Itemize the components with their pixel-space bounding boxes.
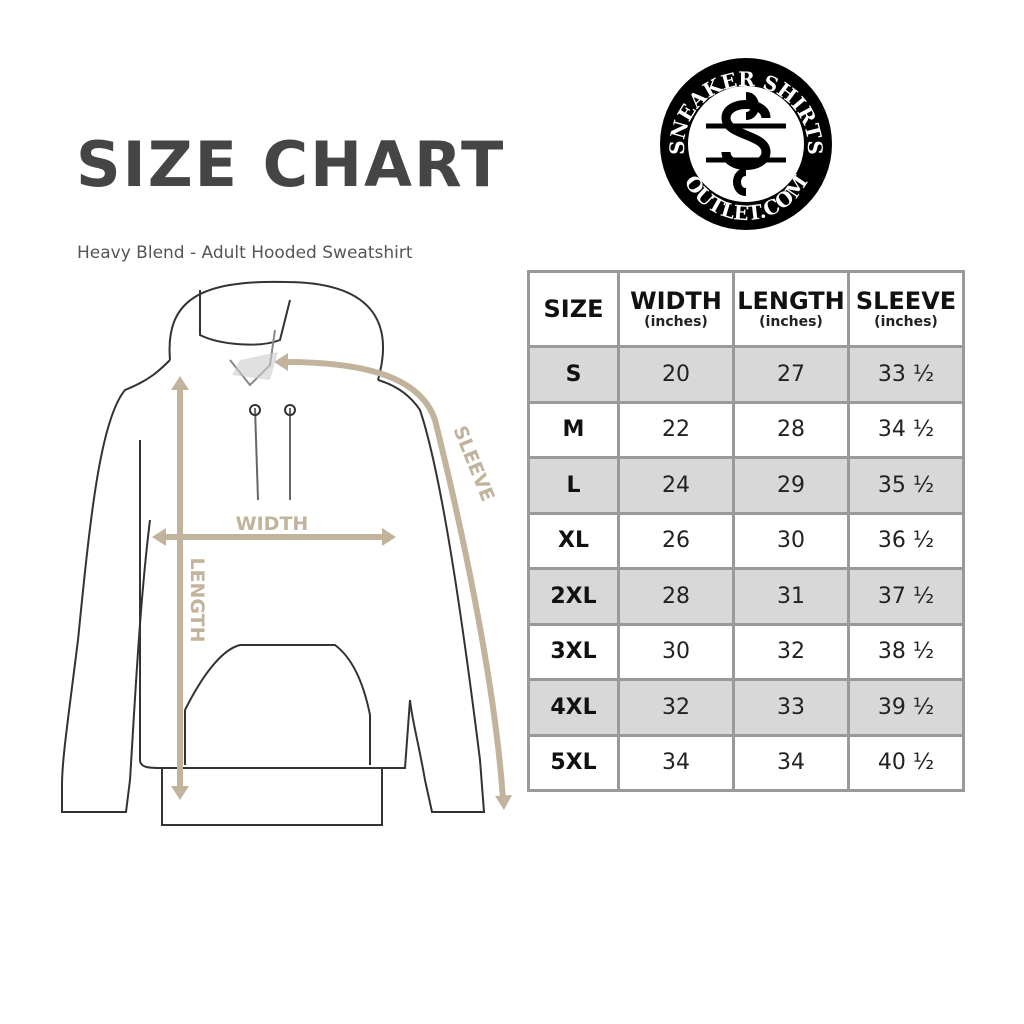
header-unit: (inches): [759, 314, 823, 330]
measurement-cell: 29: [732, 456, 850, 515]
monogram-icon: [706, 92, 786, 196]
measurement-cell: 30: [617, 622, 735, 681]
header-label: WIDTH: [630, 287, 722, 315]
size-cell: L: [527, 456, 620, 515]
measurement-cell: 36 ½: [847, 511, 965, 570]
measurement-cell: 35 ½: [847, 456, 965, 515]
measurement-cell: 27: [732, 345, 850, 404]
page-title: SIZE CHART: [76, 128, 506, 201]
header-unit: (inches): [874, 314, 938, 330]
header-label: LENGTH: [737, 287, 845, 315]
table-row: 4XL 32 33 39 ½: [527, 678, 965, 737]
size-cell: S: [527, 345, 620, 404]
measurement-cell: 34: [732, 733, 850, 792]
measurement-cell: 32: [732, 622, 850, 681]
measurement-cell: 28: [617, 567, 735, 626]
measurement-cell: 33: [732, 678, 850, 737]
measurement-cell: 32: [617, 678, 735, 737]
column-header-sleeve: SLEEVE (inches): [847, 270, 965, 348]
column-header-size: SIZE: [527, 270, 620, 348]
measurement-cell: 28: [732, 400, 850, 459]
table-row: M 22 28 34 ½: [527, 400, 965, 459]
length-label: LENGTH: [186, 557, 208, 642]
size-cell: 3XL: [527, 622, 620, 681]
measurement-cell: 40 ½: [847, 733, 965, 792]
header-unit: (inches): [644, 314, 708, 330]
measurement-cell: 38 ½: [847, 622, 965, 681]
table-body: S 20 27 33 ½ M 22 28 34 ½ L 24 29 35 ½ XL 26 30 36 ½ 2XL…: [527, 345, 965, 792]
header-label: SIZE: [543, 295, 604, 323]
table-row: L 24 29 35 ½: [527, 456, 965, 515]
table-row: 2XL 28 31 37 ½: [527, 567, 965, 626]
size-cell: XL: [527, 511, 620, 570]
width-label: WIDTH: [236, 513, 309, 535]
column-header-width: WIDTH (inches): [617, 270, 735, 348]
measurement-cell: 34: [617, 733, 735, 792]
hoodie-diagram: WIDTH LENGTH SLEEVE: [61, 280, 512, 826]
measurement-cell: 33 ½: [847, 345, 965, 404]
size-cell: M: [527, 400, 620, 459]
size-cell: 2XL: [527, 567, 620, 626]
table-row: 3XL 30 32 38 ½: [527, 622, 965, 681]
product-subtitle: Heavy Blend - Adult Hooded Sweatshirt: [77, 243, 413, 263]
measurement-cell: 22: [617, 400, 735, 459]
size-table: SIZE WIDTH (inches) LENGTH (inches) SLEEVE (in…: [527, 270, 965, 792]
size-cell: 4XL: [527, 678, 620, 737]
measurement-cell: 34 ½: [847, 400, 965, 459]
header-label: SLEEVE: [855, 287, 957, 315]
table-row: XL 26 30 36 ½: [527, 511, 965, 570]
table-header-row: SIZE WIDTH (inches) LENGTH (inches) SLEEVE (in…: [527, 270, 965, 348]
measurement-arrows: [152, 353, 512, 810]
sleeve-label: SLEEVE: [448, 423, 498, 505]
measurement-cell: 26: [617, 511, 735, 570]
measurement-cell: 30: [732, 511, 850, 570]
hoodie-outline: [61, 280, 486, 826]
measurement-cell: 31: [732, 567, 850, 626]
table-row: 5XL 34 34 40 ½: [527, 733, 965, 792]
size-cell: 5XL: [527, 733, 620, 792]
measurement-cell: 37 ½: [847, 567, 965, 626]
column-header-length: LENGTH (inches): [732, 270, 850, 348]
table-row: S 20 27 33 ½: [527, 345, 965, 404]
measurement-cell: 39 ½: [847, 678, 965, 737]
sleeve-arrow: [283, 359, 506, 801]
measurement-cell: 24: [617, 456, 735, 515]
brand-logo: SNEAKER SHIRTS OUTLET.COM: [660, 58, 832, 230]
measurement-cell: 20: [617, 345, 735, 404]
